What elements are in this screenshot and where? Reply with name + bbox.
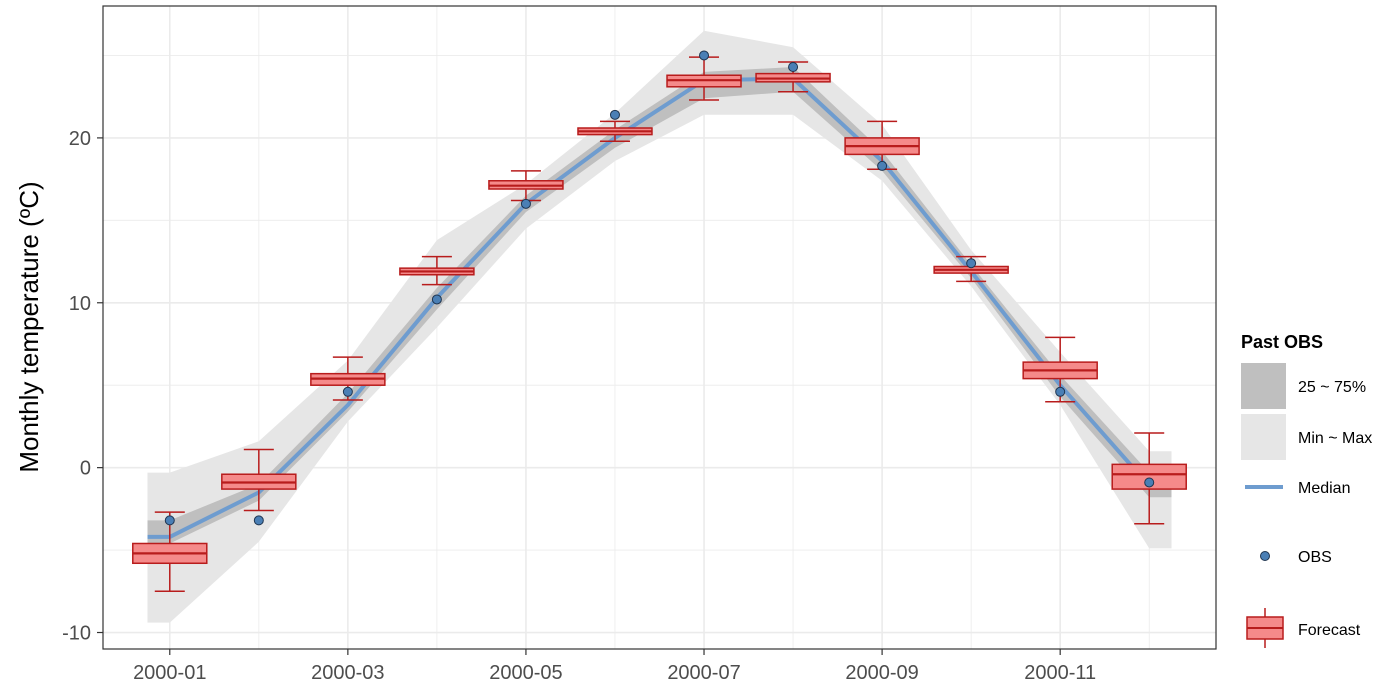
x-tick-label-1: 2000-03 [311,662,384,684]
forecast-box-7 [666,56,742,101]
forecast-box-2 [221,448,297,512]
legend-title: Past OBS [1241,332,1323,352]
legend-key-min-max [1241,414,1286,460]
y-tick-label-3: 20 [69,128,91,150]
obs-point-9 [877,160,888,171]
axes: -10 0 10 20 2000-01 2000-03 2000-05 2000-07 2000… [62,128,1096,684]
min-max-ribbon [147,30,1172,623]
y-tick-label-0: -10 [62,623,91,645]
y-tick-label-1: 0 [80,458,91,480]
legend-key-obs [1260,551,1270,561]
x-tick-label-2: 2000-05 [489,662,562,684]
obs-series [164,50,1155,526]
forecast-box-12 [1111,432,1187,525]
forecast-box-4 [399,255,475,286]
forecast-series [132,56,1187,593]
obs-point-11 [1055,386,1066,397]
obs-point-4 [431,294,442,305]
forecast-box-10 [933,255,1009,283]
obs-point-10 [966,258,977,269]
x-tick-label-0: 2000-01 [133,662,206,684]
legend-label-forecast: Forecast [1298,622,1361,639]
y-tick-label-2: 10 [69,293,91,315]
x-tick-label-3: 2000-07 [667,662,740,684]
obs-point-5 [520,198,531,209]
forecast-box-6 [577,120,653,142]
obs-point-2 [253,515,264,526]
forecast-box-11 [1022,336,1098,403]
legend-label-median: Median [1298,480,1350,497]
x-tick-label-5: 2000-11 [1024,662,1096,684]
x-tick-label-4: 2000-09 [845,662,918,684]
forecast-box-1 [132,511,208,593]
forecast-box-3 [310,356,386,401]
legend-label-obs: OBS [1298,549,1332,566]
legend-key-q25-q75 [1241,363,1286,409]
obs-point-1 [164,515,175,526]
obs-point-12 [1144,477,1155,488]
obs-point-8 [788,62,799,73]
obs-point-6 [609,109,620,120]
legend: Past OBS 25 ~ 75% Min ~ Max Median OBS F… [1241,332,1372,648]
obs-point-3 [342,386,353,397]
legend-label-min-max: Min ~ Max [1298,430,1372,447]
obs-point-7 [699,50,710,61]
panel-border [102,5,1217,650]
legend-label-q25-q75: 25 ~ 75% [1298,379,1366,396]
y-axis-title: Monthly temperature (ºC) [14,181,44,472]
